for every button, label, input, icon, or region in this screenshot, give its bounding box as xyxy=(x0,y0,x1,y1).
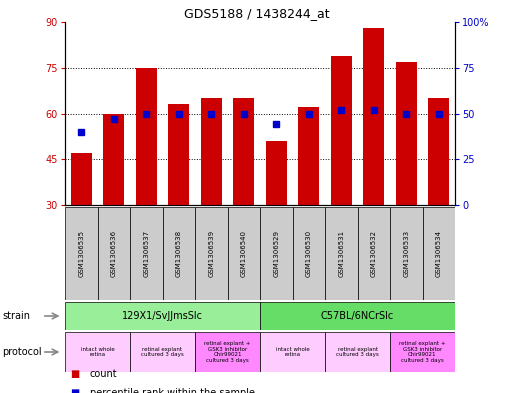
Bar xyxy=(195,332,260,372)
Text: GSM1306533: GSM1306533 xyxy=(403,230,409,277)
Bar xyxy=(227,207,260,300)
Text: ■: ■ xyxy=(70,369,80,379)
Bar xyxy=(201,98,222,205)
Text: intact whole
retina: intact whole retina xyxy=(81,347,114,357)
Bar xyxy=(195,207,227,300)
Bar xyxy=(103,114,124,205)
Text: protocol: protocol xyxy=(3,347,42,357)
Text: percentile rank within the sample: percentile rank within the sample xyxy=(90,388,254,393)
Text: ■: ■ xyxy=(70,388,80,393)
Bar xyxy=(325,207,358,300)
Bar xyxy=(423,207,455,300)
Text: GSM1306529: GSM1306529 xyxy=(273,230,279,277)
Text: GSM1306535: GSM1306535 xyxy=(78,230,84,277)
Bar xyxy=(260,302,455,330)
Bar xyxy=(363,28,384,205)
Text: GDS5188 / 1438244_at: GDS5188 / 1438244_at xyxy=(184,7,329,20)
Text: retinal explant
cultured 3 days: retinal explant cultured 3 days xyxy=(336,347,379,357)
Bar xyxy=(298,107,319,205)
Bar xyxy=(65,332,130,372)
Bar xyxy=(233,98,254,205)
Bar xyxy=(65,302,260,330)
Text: GSM1306537: GSM1306537 xyxy=(143,230,149,277)
Text: count: count xyxy=(90,369,117,379)
Text: GSM1306531: GSM1306531 xyxy=(338,230,344,277)
Text: GSM1306540: GSM1306540 xyxy=(241,230,247,277)
Bar xyxy=(390,207,423,300)
Bar xyxy=(358,207,390,300)
Bar xyxy=(135,68,157,205)
Bar xyxy=(292,207,325,300)
Text: GSM1306534: GSM1306534 xyxy=(436,230,442,277)
Bar xyxy=(260,207,292,300)
Text: intact whole
retina: intact whole retina xyxy=(275,347,309,357)
Text: retinal explant
cultured 3 days: retinal explant cultured 3 days xyxy=(141,347,184,357)
Bar xyxy=(71,153,92,205)
Text: C57BL/6NCrSlc: C57BL/6NCrSlc xyxy=(321,311,394,321)
Text: GSM1306538: GSM1306538 xyxy=(176,230,182,277)
Text: 129X1/SvJJmsSlc: 129X1/SvJJmsSlc xyxy=(122,311,203,321)
Text: GSM1306539: GSM1306539 xyxy=(208,230,214,277)
Bar xyxy=(325,332,390,372)
Bar xyxy=(168,105,189,205)
Bar xyxy=(396,62,417,205)
Text: GSM1306530: GSM1306530 xyxy=(306,230,312,277)
Bar xyxy=(428,98,449,205)
Text: GSM1306536: GSM1306536 xyxy=(111,230,117,277)
Bar xyxy=(390,332,455,372)
Bar xyxy=(260,332,325,372)
Bar xyxy=(130,332,195,372)
Bar xyxy=(266,141,287,205)
Bar xyxy=(97,207,130,300)
Text: retinal explant +
GSK3 inhibitor
Chir99021
cultured 3 days: retinal explant + GSK3 inhibitor Chir990… xyxy=(399,341,446,363)
Bar xyxy=(163,207,195,300)
Bar xyxy=(130,207,163,300)
Bar xyxy=(331,55,352,205)
Bar xyxy=(65,207,97,300)
Text: strain: strain xyxy=(3,311,31,321)
Text: GSM1306532: GSM1306532 xyxy=(371,230,377,277)
Text: retinal explant +
GSK3 inhibitor
Chir99021
cultured 3 days: retinal explant + GSK3 inhibitor Chir990… xyxy=(204,341,251,363)
